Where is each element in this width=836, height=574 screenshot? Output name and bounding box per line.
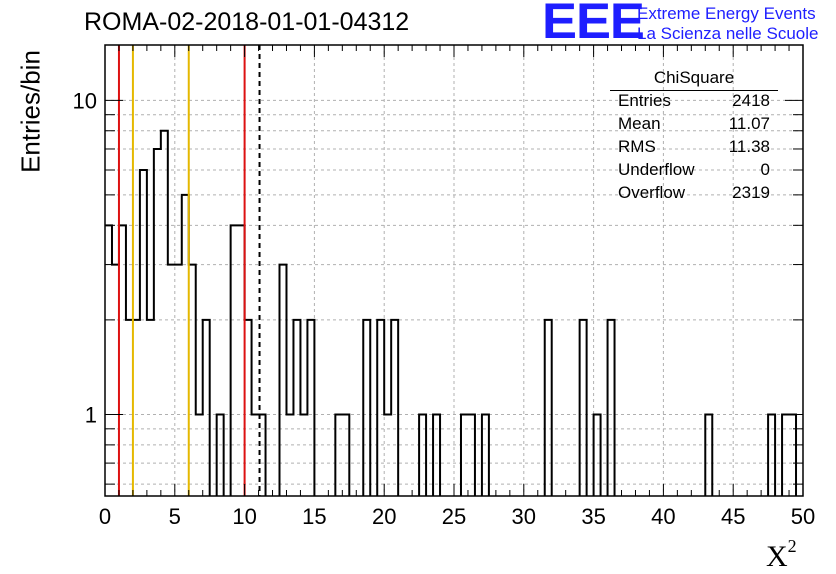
- stats-row-rms: RMS 11.38: [610, 137, 778, 160]
- x-axis-label: X2: [766, 536, 797, 574]
- x-tick-label: 25: [442, 504, 466, 529]
- y-tick-label: 1: [85, 402, 97, 427]
- stats-label: Mean: [618, 114, 661, 133]
- x-tick-label: 40: [651, 504, 675, 529]
- x-tick-label: 10: [232, 504, 256, 529]
- y-axis-label: Entries/bin: [15, 50, 46, 173]
- logo-line-2: La Scienza nelle Scuole: [637, 24, 819, 43]
- stats-value: 0: [760, 160, 770, 179]
- stats-title: ChiSquare: [653, 68, 735, 87]
- stats-divider: [610, 90, 778, 91]
- stats-label: Overflow: [618, 183, 686, 202]
- chart-title: ROMA-02-2018-01-01-04312: [84, 8, 410, 36]
- logo-line-1: Extreme Energy Events: [637, 4, 816, 23]
- x-tick-label: 50: [791, 504, 815, 529]
- stats-value: 2319: [732, 183, 770, 202]
- x-tick-label: 35: [581, 504, 605, 529]
- stats-value: 11.38: [728, 137, 770, 156]
- stats-label: RMS: [618, 137, 656, 156]
- stats-box: ChiSquare Entries 2418 Mean 11.07 RMS 11.38…: [610, 68, 778, 206]
- stats-row-underflow: Underflow 0: [610, 160, 778, 183]
- stats-label: Entries: [618, 91, 671, 110]
- stats-row-mean: Mean 11.07: [610, 114, 778, 137]
- x-tick-label: 30: [512, 504, 536, 529]
- stats-row-overflow: Overflow 2319: [610, 183, 778, 206]
- x-tick-label: 15: [302, 504, 326, 529]
- eee-logo-mark: EEE: [542, 0, 645, 49]
- x-tick-label: 5: [169, 504, 181, 529]
- stats-value: 2418: [732, 91, 770, 110]
- stats-label: Underflow: [618, 160, 695, 179]
- x-axis-label-base: X: [766, 540, 788, 573]
- x-tick-label: 20: [372, 504, 396, 529]
- x-axis-label-superscript: 2: [787, 536, 797, 556]
- x-tick-label: 0: [99, 504, 111, 529]
- stats-value: 11.07: [728, 114, 770, 133]
- stats-row-entries: Entries 2418: [610, 91, 778, 114]
- x-tick-label: 45: [721, 504, 745, 529]
- y-tick-label: 10: [73, 88, 97, 113]
- histogram-outline: [105, 129, 798, 496]
